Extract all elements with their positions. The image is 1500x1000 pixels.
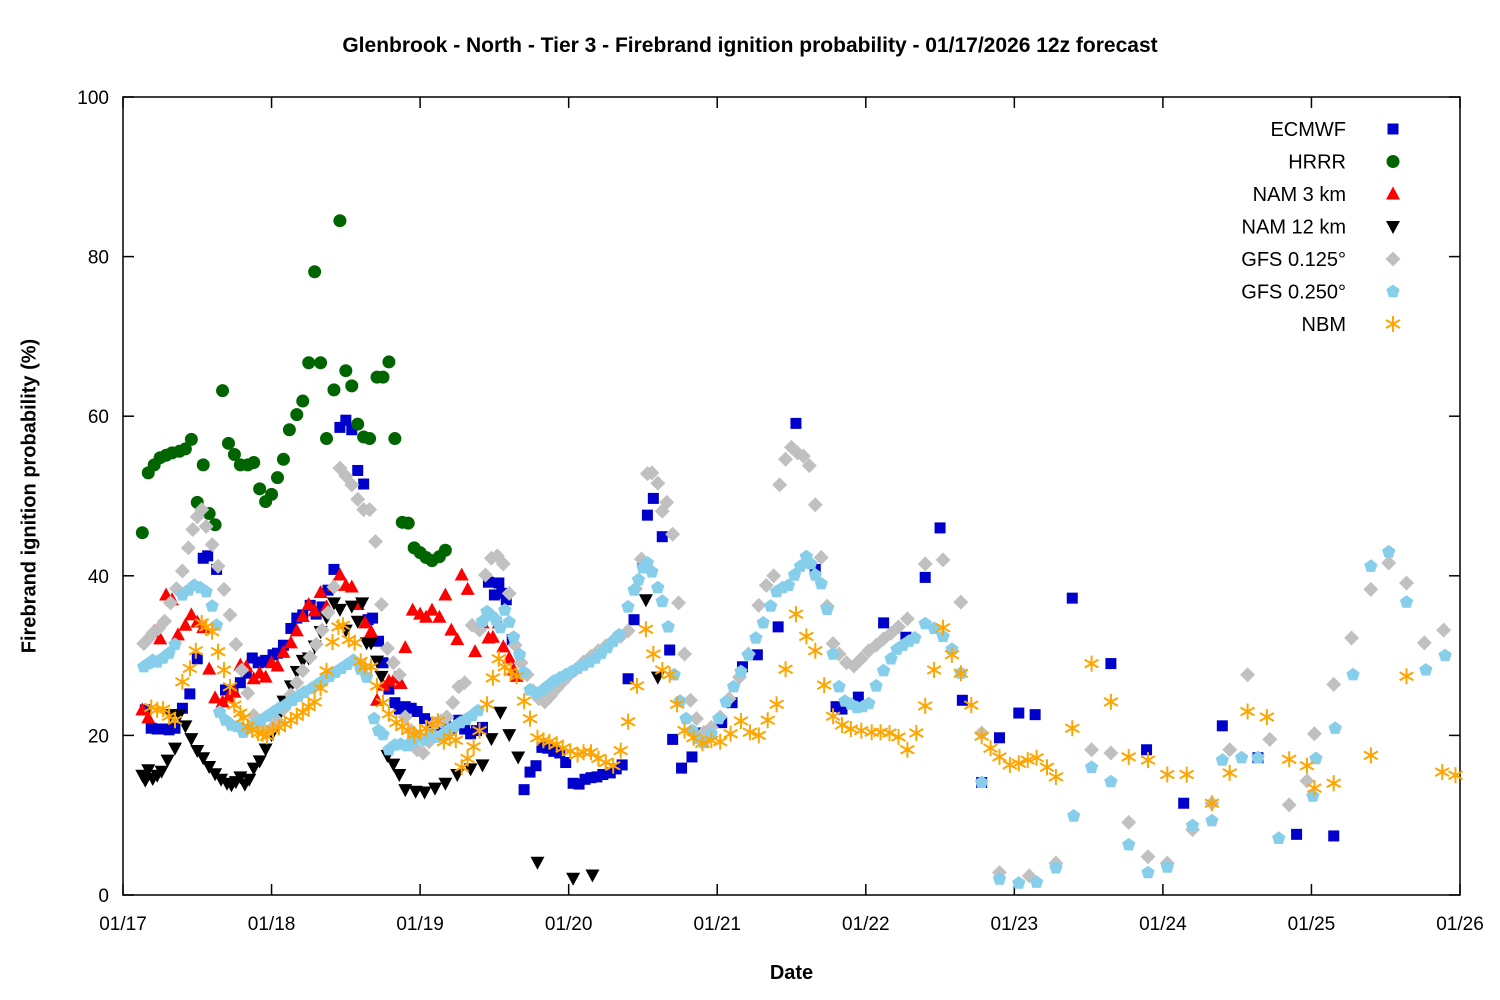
y-tick-label: 20 bbox=[88, 726, 109, 747]
series-gfs-0-250- bbox=[137, 544, 1452, 889]
x-tick-label: 01/22 bbox=[842, 914, 890, 935]
y-tick-label: 80 bbox=[88, 248, 109, 269]
x-tick-label: 01/23 bbox=[991, 914, 1039, 935]
x-axis: 01/17 01/18 01/19 01/20 01/21 01/22 01/23 01/24… bbox=[99, 97, 1484, 935]
x-tick-label: 01/24 bbox=[1139, 914, 1187, 935]
series-nbm bbox=[143, 606, 1463, 812]
x-tick-label: 01/19 bbox=[396, 914, 444, 935]
x-tick-label: 01/21 bbox=[693, 914, 741, 935]
x-axis-label: Date bbox=[769, 962, 814, 984]
legend: ECMWF HRRR NAM 3 km NAM 12 km GFS 0.125° GFS … bbox=[1241, 119, 1401, 336]
legend-entry-gfs-0-250-: GFS 0.250° bbox=[1241, 282, 1400, 304]
series-hrrr bbox=[135, 214, 452, 568]
plot-border bbox=[122, 96, 1461, 896]
legend-label: HRRR bbox=[1288, 152, 1346, 174]
y-tick-label: 100 bbox=[77, 88, 109, 109]
chart-title: Glenbrook - North - Tier 3 - Firebrand i… bbox=[342, 34, 1158, 57]
legend-label: NAM 12 km bbox=[1242, 217, 1346, 239]
legend-label: NBM bbox=[1302, 314, 1346, 336]
x-tick-label: 01/26 bbox=[1436, 914, 1484, 935]
x-tick-label: 01/20 bbox=[545, 914, 593, 935]
x-tick-label: 01/18 bbox=[248, 914, 296, 935]
legend-label: GFS 0.250° bbox=[1241, 282, 1346, 304]
legend-entry-nbm: NBM bbox=[1302, 314, 1401, 336]
legend-label: GFS 0.125° bbox=[1241, 249, 1346, 271]
y-tick-label: 60 bbox=[88, 407, 109, 428]
series-gfs-0-125- bbox=[136, 439, 1452, 884]
legend-label: ECMWF bbox=[1270, 119, 1346, 141]
y-axis: 0 20 40 60 80 100 bbox=[77, 88, 1460, 907]
legend-label: NAM 3 km bbox=[1253, 184, 1346, 206]
legend-entry-nam-12-km: NAM 12 km bbox=[1242, 217, 1400, 239]
legend-entry-nam-3-km: NAM 3 km bbox=[1253, 184, 1400, 206]
y-tick-label: 40 bbox=[88, 567, 109, 588]
legend-entry-hrrr: HRRR bbox=[1288, 152, 1400, 174]
legend-entry-ecmwf: ECMWF bbox=[1270, 119, 1399, 141]
series-nam-3-km bbox=[135, 567, 524, 724]
x-tick-label: 01/25 bbox=[1288, 914, 1336, 935]
legend-entry-gfs-0-125-: GFS 0.125° bbox=[1241, 249, 1401, 271]
y-tick-label: 0 bbox=[98, 886, 109, 907]
x-tick-label: 01/17 bbox=[99, 914, 147, 935]
